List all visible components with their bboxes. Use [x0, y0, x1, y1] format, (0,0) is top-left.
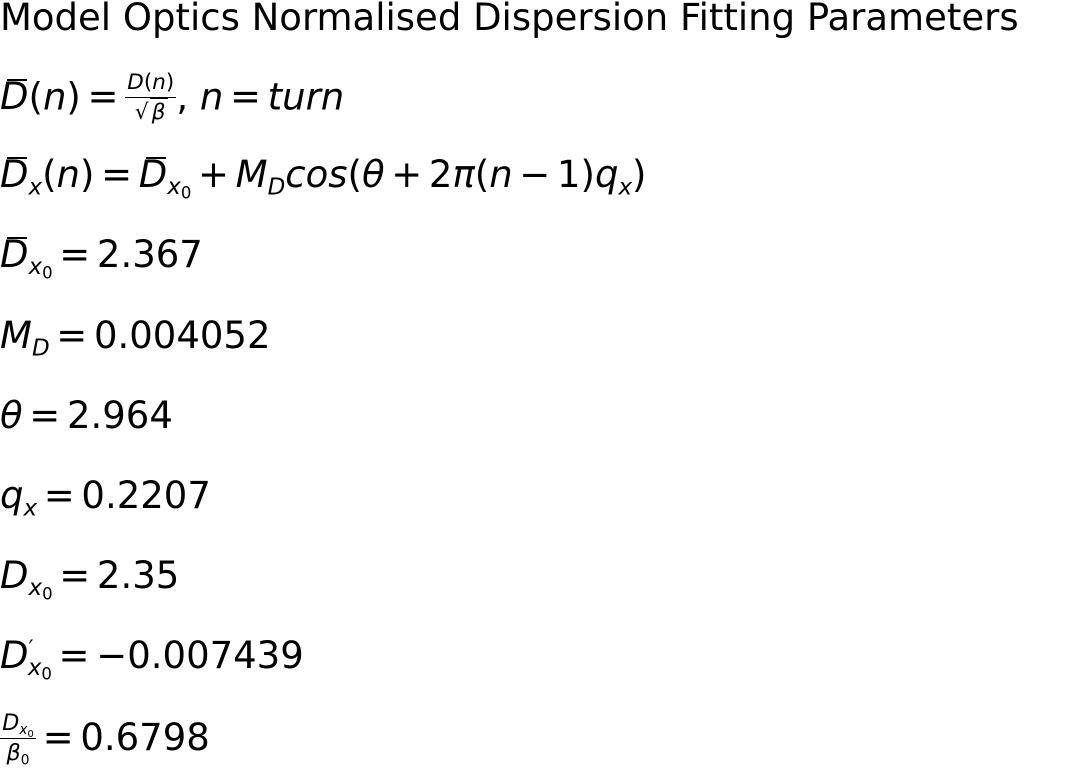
dispersion-model-formula: Dx(n) = Dx0 + MDcos(θ +2π(n −1)qx): [0, 153, 647, 203]
param-q-x-value: 0.2207: [81, 474, 211, 517]
param-d-x0-over-beta0: Dx0 β0 = 0.6798: [0, 710, 210, 769]
param-m-d-value: 0.004052: [93, 314, 271, 357]
ratio-fraction: Dx0 β0: [0, 710, 36, 769]
param-q-x: qx = 0.2207: [0, 474, 211, 522]
param-dbar-x0: Dx0 = 2.367: [0, 233, 203, 283]
param-d-prime-x0-value: −0.007439: [96, 634, 304, 677]
param-d-x0: Dx0 = 2.35: [0, 554, 180, 604]
param-m-d: MD = 0.004052: [0, 314, 271, 362]
page-title: Model Optics Normalised Dispersion Fitti…: [0, 0, 1019, 39]
normalised-dispersion-definition: D(n) = D(n) √ β, n = turn: [0, 70, 344, 128]
param-theta: θ = 2.964: [0, 394, 173, 437]
param-theta-value: 2.964: [66, 394, 173, 437]
param-d-x0-over-beta0-value: 0.6798: [80, 715, 210, 759]
definition-fraction: D(n) √ β: [125, 70, 177, 128]
param-dbar-x0-value: 2.367: [96, 233, 203, 276]
param-d-prime-x0: D′x0 = −0.007439: [0, 634, 304, 684]
param-d-x0-value: 2.35: [96, 554, 180, 597]
